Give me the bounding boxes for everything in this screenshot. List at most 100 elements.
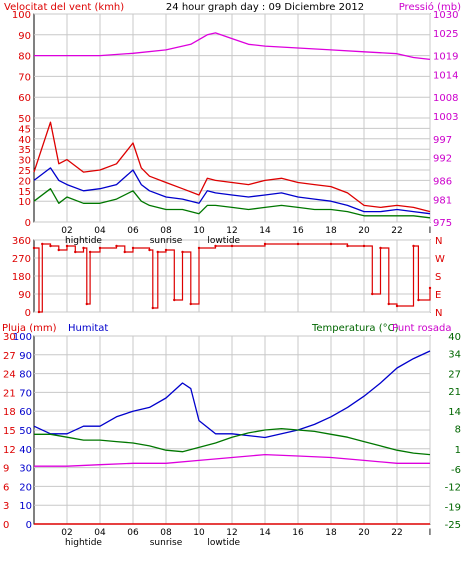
wind-tick-label: 45 xyxy=(18,124,31,135)
temperature-tick-label: 40 xyxy=(448,332,461,343)
hour-label: 06 xyxy=(127,226,139,236)
wind-direction-point xyxy=(214,244,217,248)
wind-direction-point xyxy=(379,246,382,250)
wind-speed-label: Velocitat del vent (kmh) xyxy=(4,2,124,13)
humidity-tick-label: 10 xyxy=(19,501,32,512)
wind-series-green xyxy=(33,188,431,219)
direction-tick-label: 270 xyxy=(12,254,31,265)
wind-tick-label: 0 xyxy=(25,218,31,229)
wind-direction-point xyxy=(173,298,176,302)
wind-tick-label: 25 xyxy=(18,166,31,177)
wind-direction-point xyxy=(82,246,85,250)
wind-tick-label: 10 xyxy=(18,197,31,208)
hour-label: 20 xyxy=(358,226,370,236)
hour-label: 12 xyxy=(226,226,237,236)
wind-direction-line xyxy=(34,243,431,313)
wind-direction-point xyxy=(41,242,44,246)
wind-tick-label: 20 xyxy=(18,176,31,187)
wind-direction-point xyxy=(131,246,135,250)
wind-direction-point xyxy=(85,302,89,306)
rain-tick-label: 27 xyxy=(3,351,16,362)
hour-label: 20 xyxy=(358,528,370,538)
humidity-tick-label: 40 xyxy=(19,445,32,456)
wind-grid xyxy=(34,13,431,223)
temperature-label: Temperatura (°C) xyxy=(311,323,399,334)
pressure-label: Pressió (mb) xyxy=(399,1,461,13)
wind-direction-point xyxy=(88,250,92,254)
pressure-tick-label: 986 xyxy=(433,176,452,187)
hour-label: 22 xyxy=(391,528,402,538)
pressure-tick-label: 981 xyxy=(433,195,452,206)
wind-direction-point xyxy=(32,246,36,250)
humidity-tick-label: 90 xyxy=(19,351,32,362)
wind-direction-point xyxy=(65,244,69,248)
wind-tick-label: 80 xyxy=(18,52,31,63)
hour-label: 16 xyxy=(292,226,304,236)
hour-label: I xyxy=(429,226,432,236)
wind-tick-label: 60 xyxy=(18,93,31,104)
hour-label: 04 xyxy=(94,226,106,236)
event-label: hightide xyxy=(65,236,102,246)
event-label: hightide xyxy=(65,538,102,548)
hour-label: I xyxy=(429,528,432,538)
wind-direction-point xyxy=(181,250,184,254)
rain-tick-label: 15 xyxy=(3,426,16,437)
temperature-tick-label: -12 xyxy=(445,482,461,493)
wind-direction-point xyxy=(148,248,151,252)
wind-direction-point xyxy=(189,302,192,306)
wind-direction-point xyxy=(296,242,300,246)
wind-direction-point xyxy=(98,246,102,250)
compass-label: N xyxy=(435,308,442,319)
wind-direction-point xyxy=(395,304,399,308)
wind-tick-label: 50 xyxy=(18,114,31,125)
temperature-tick-label: -25 xyxy=(445,520,461,531)
wind-direction-point xyxy=(412,244,415,248)
hour-label: 08 xyxy=(160,528,172,538)
humidity-tick-label: 0 xyxy=(26,520,32,531)
pressure-tick-label: 1014 xyxy=(433,71,458,82)
rain-tick-label: 12 xyxy=(3,445,16,456)
axis-ticks: 0101520253035404550607080901009759819869… xyxy=(3,10,461,548)
temperature-tick-label: 21 xyxy=(448,387,461,398)
direction-tick-label: 360 xyxy=(12,236,31,247)
wind-direction-point xyxy=(57,248,60,252)
dewpoint-line xyxy=(34,453,430,467)
rain-tick-label: 30 xyxy=(3,332,16,343)
humidity-tick-label: 70 xyxy=(19,388,32,399)
wind-direction-point xyxy=(371,292,374,296)
wind-tick-label: 35 xyxy=(18,145,31,156)
rain-tick-label: 18 xyxy=(3,407,16,418)
pressure-tick-label: 1003 xyxy=(433,112,458,123)
hour-label: 10 xyxy=(193,226,205,236)
pressure-tick-label: 1019 xyxy=(433,52,458,63)
wind-tick-label: 100 xyxy=(12,10,31,21)
wind-series-red xyxy=(33,121,431,213)
wind-direction-point xyxy=(156,250,159,254)
temperature-line xyxy=(34,427,431,456)
humidity-tick-label: 100 xyxy=(13,332,32,343)
pressure-tick-label: 1025 xyxy=(433,29,458,40)
wind-tick-label: 30 xyxy=(18,156,31,167)
chart-title: 24 hour graph day : 09 Diciembre 2012 xyxy=(166,2,364,13)
wind-direction-point xyxy=(362,244,366,248)
wind-direction-point xyxy=(74,250,77,254)
series-layer xyxy=(32,32,432,525)
rain-tick-label: 21 xyxy=(3,388,16,399)
pressure-tick-label: 992 xyxy=(433,154,452,165)
hour-label: 16 xyxy=(292,528,304,538)
hour-label: 22 xyxy=(391,226,402,236)
direction-tick-label: 0 xyxy=(25,308,31,319)
compass-label: E xyxy=(435,290,441,301)
wind-direction-point xyxy=(417,298,420,302)
humidity-tick-label: 30 xyxy=(19,464,32,475)
hour-label: 02 xyxy=(61,528,72,538)
wind-direction-point xyxy=(49,244,52,248)
wind-direction-point xyxy=(329,242,333,246)
humidity-line xyxy=(33,350,431,439)
wind-direction-point xyxy=(197,246,201,250)
event-label: lowtide xyxy=(207,538,240,548)
dewpoint-label: Punt rosada xyxy=(392,323,451,334)
wind-direction-point xyxy=(387,302,390,306)
direction-tick-label: 90 xyxy=(18,290,31,301)
